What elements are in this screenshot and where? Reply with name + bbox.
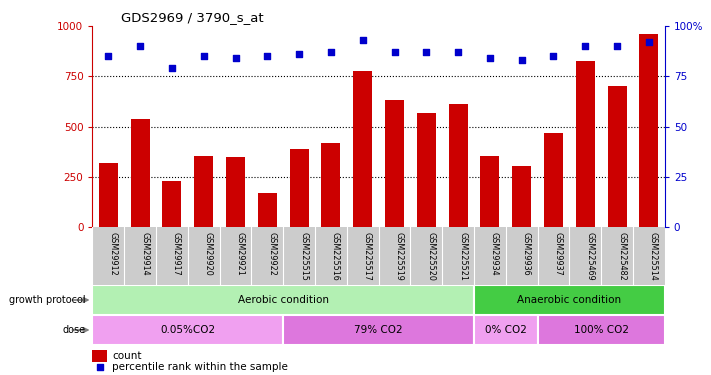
Bar — [321, 142, 341, 227]
Point — [262, 53, 273, 59]
Bar — [353, 71, 373, 227]
Text: Anaerobic condition: Anaerobic condition — [518, 295, 621, 305]
Text: GDS2969 / 3790_s_at: GDS2969 / 3790_s_at — [121, 11, 264, 24]
Point — [198, 53, 210, 59]
Bar — [474, 285, 665, 315]
Bar — [194, 156, 213, 227]
Text: GSM29917: GSM29917 — [172, 231, 181, 275]
Text: GSM225519: GSM225519 — [395, 231, 404, 280]
Bar — [92, 350, 107, 362]
Bar — [449, 105, 468, 227]
Text: GSM29912: GSM29912 — [108, 231, 117, 275]
Text: GSM29921: GSM29921 — [235, 231, 245, 275]
Text: GSM29920: GSM29920 — [204, 231, 213, 275]
Point — [516, 57, 528, 63]
Bar — [607, 87, 626, 227]
Bar — [283, 315, 474, 345]
Point — [325, 50, 336, 55]
Text: GSM225482: GSM225482 — [617, 231, 626, 280]
Bar — [576, 62, 595, 227]
Bar — [258, 193, 277, 227]
Bar — [544, 133, 563, 227]
Text: GSM29937: GSM29937 — [553, 231, 562, 275]
Text: GSM225514: GSM225514 — [649, 231, 658, 280]
Bar — [417, 112, 436, 227]
Text: growth protocol: growth protocol — [9, 295, 85, 305]
Text: GSM225515: GSM225515 — [299, 231, 308, 280]
Text: 0% CO2: 0% CO2 — [485, 325, 527, 335]
Text: GSM29922: GSM29922 — [267, 231, 277, 275]
Text: GSM225520: GSM225520 — [427, 231, 435, 280]
Text: Aerobic condition: Aerobic condition — [237, 295, 328, 305]
Bar — [639, 34, 658, 227]
Text: GSM225516: GSM225516 — [331, 231, 340, 280]
Point — [421, 50, 432, 55]
Bar — [162, 181, 181, 227]
Point — [166, 65, 178, 71]
Text: GSM225517: GSM225517 — [363, 231, 372, 280]
Bar — [481, 156, 499, 227]
Bar — [99, 163, 118, 227]
Point — [643, 39, 655, 45]
Bar — [131, 118, 150, 227]
Text: GSM29914: GSM29914 — [140, 231, 149, 275]
Point — [547, 53, 559, 59]
Bar — [289, 148, 309, 227]
Point — [134, 44, 146, 50]
Text: count: count — [112, 351, 142, 361]
Text: GSM29936: GSM29936 — [522, 231, 530, 275]
Text: percentile rank within the sample: percentile rank within the sample — [112, 362, 289, 372]
Point — [94, 364, 105, 370]
Bar — [92, 315, 283, 345]
Text: 79% CO2: 79% CO2 — [354, 325, 403, 335]
Text: 100% CO2: 100% CO2 — [574, 325, 629, 335]
Bar — [226, 157, 245, 227]
Bar — [385, 100, 404, 227]
Bar — [512, 166, 531, 227]
Point — [452, 50, 464, 55]
Bar — [92, 285, 474, 315]
Bar — [538, 315, 665, 345]
Point — [389, 50, 400, 55]
Point — [579, 44, 591, 50]
Text: GSM225521: GSM225521 — [458, 231, 467, 280]
Bar — [474, 315, 538, 345]
Text: dose: dose — [62, 325, 85, 335]
Point — [102, 53, 114, 59]
Point — [484, 56, 496, 62]
Point — [294, 51, 305, 57]
Point — [611, 44, 623, 50]
Text: GSM225469: GSM225469 — [585, 231, 594, 280]
Text: 0.05%CO2: 0.05%CO2 — [160, 325, 215, 335]
Point — [357, 37, 368, 43]
Text: GSM29934: GSM29934 — [490, 231, 499, 275]
Point — [230, 56, 241, 62]
